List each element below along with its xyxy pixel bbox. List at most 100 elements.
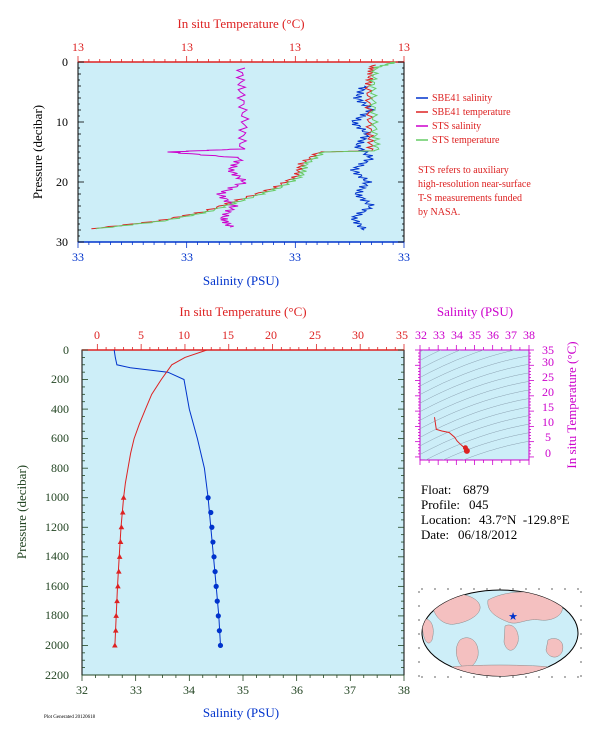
bottom-panel-bottom-tick-0: 32 [76,683,88,697]
ts-deep-marker [462,445,468,451]
bottom-panel-top-tick-5: 25 [309,328,321,342]
density-contour-line [420,389,529,430]
profile-key: Profile: [421,497,460,512]
ts-panel-top-tick-0: 32 [415,328,427,342]
bottom-panel-y-tick-9: 1800 [45,608,69,622]
legend-label-sts-salinity: STS salinity [432,121,481,132]
top-panel-bottom-axis-label: Salinity (PSU) [203,273,279,288]
temperature-marker [116,553,123,559]
temperature-marker [112,642,118,648]
ts-panel-top-axis-label: Salinity (PSU) [437,304,513,319]
salinity-marker [212,568,218,575]
ts-panel-top-tick-3: 35 [469,328,481,342]
bottom-panel-y-tick-7: 1400 [45,549,69,563]
salinity-marker [215,613,221,619]
top-panel-legend: SBE41 salinity SBE41 temperature STS sal… [416,93,511,146]
salinity-marker [211,554,217,560]
bottom-panel-y-tick-4: 800 [51,461,69,475]
bottom-panel-y-tick-3: 600 [51,431,69,445]
bottom-panel-top-tick-0: 0 [94,328,100,342]
bottom-panel-bottom-tick-5: 37 [344,683,356,697]
density-contour-line [420,406,529,447]
map-graticule-ticks [418,588,582,678]
legend-label-sbe41-salinity: SBE41 salinity [432,93,492,104]
sts-note: STS refers to auxiliary high-resolution … [418,165,531,218]
density-contour-line [420,364,529,404]
bottom-panel-tick-marks [81,344,405,681]
salinity-marker [216,628,222,634]
temperature-marker [112,627,119,633]
temperature-marker [114,598,120,604]
ts-panel: Salinity (PSU) 32 33 34 35 36 37 38 0 5 … [415,304,579,469]
temperature-marker [119,509,126,515]
density-contour-line [420,350,461,370]
density-contour-line [462,441,529,460]
bottom-panel-background [81,349,405,676]
profile-value: 045 [469,497,489,512]
density-contour-line [420,350,485,378]
salinity-marker [205,495,211,501]
ts-panel-background [419,349,530,461]
bottom-panel-series [112,349,224,649]
bottom-panel-y-tick-10: 2000 [45,638,69,652]
bottom-panel-bottom-tick-6: 38 [398,683,410,697]
density-contour-line [420,355,529,395]
temperature-marker [115,583,121,589]
sts-note-line-2: T-S measurements funded [418,193,522,204]
ts-panel-right-tick-1: 5 [545,430,551,444]
ts-panel-right-tick-7: 35 [542,343,554,357]
world-map: ★ [418,588,582,678]
bottom-panel: In situ Temperature (°C) 0 5 10 15 20 25… [14,304,410,720]
temperature-marker [116,568,122,574]
bottom-panel-y-axis-label: Pressure (decibar) [14,465,29,559]
top-panel-bottom-tick-2: 33 [289,250,301,264]
ts-panel-right-axis-label: In situ Temperature (°C) [564,341,579,468]
density-contour-line [420,415,529,455]
ts-panel-tick-marks [415,345,534,465]
bottom-panel-bottom-tick-4: 36 [291,683,303,697]
date-key: Date: [421,527,449,542]
density-contour-line [420,350,517,387]
legend-label-sbe41-temperature: SBE41 temperature [432,107,511,118]
bottom-panel-top-tick-2: 10 [178,328,190,342]
bottom-panel-top-tick-7: 35 [396,328,408,342]
salinity-marker [208,509,214,516]
ts-panel-right-tick-4: 20 [542,385,554,399]
density-contour-line [420,398,529,438]
top-panel-y-tick-2: 20 [56,175,68,189]
footer-generated-text: Plot Generated 20120618 [44,715,96,720]
density-contour-line [425,423,529,460]
bottom-panel-bottom-tick-3: 35 [237,683,249,697]
top-panel-tick-marks [77,56,405,248]
bottom-panel-top-axis-label: In situ Temperature (°C) [179,304,306,319]
ts-panel-right-tick-5: 25 [542,370,554,384]
bottom-panel-y-tick-8: 1600 [45,579,69,593]
top-panel-top-tick-3: 13 [398,40,410,54]
temperature-marker [113,612,119,618]
bottom-panel-y-tick-0: 0 [63,343,69,357]
top-panel-y-tick-3: 30 [56,235,68,249]
bottom-panel-bottom-tick-2: 34 [183,683,195,697]
bottom-panel-top-tick-4: 20 [265,328,277,342]
ts-panel-top-tick-2: 34 [451,328,463,342]
top-panel-y-tick-1: 10 [56,115,68,129]
top-panel: In situ Temperature (°C) 13 13 13 13 33 … [30,16,531,288]
float-id-value: 6879 [463,482,489,497]
sts-salinity-line [167,67,250,228]
bottom-panel-y-tick-1: 200 [51,372,69,386]
sbe41-salinity-line [350,85,376,231]
salinity-marker [214,598,220,604]
top-panel-series [91,61,396,231]
map-land [422,591,564,676]
ts-panel-top-tick-5: 37 [505,328,517,342]
ts-panel-right-tick-0: 0 [545,446,551,460]
ts-panel-series [434,417,470,454]
top-panel-bottom-tick-3: 33 [398,250,410,264]
sts-note-line-0: STS refers to auxiliary [418,165,509,176]
ts-panel-right-tick-6: 30 [542,355,554,369]
bottom-panel-y-tick-2: 400 [51,402,69,416]
ts-panel-top-tick-6: 38 [523,328,535,342]
bottom-panel-y-tick-6: 1200 [45,520,69,534]
density-contour-line [420,381,529,421]
